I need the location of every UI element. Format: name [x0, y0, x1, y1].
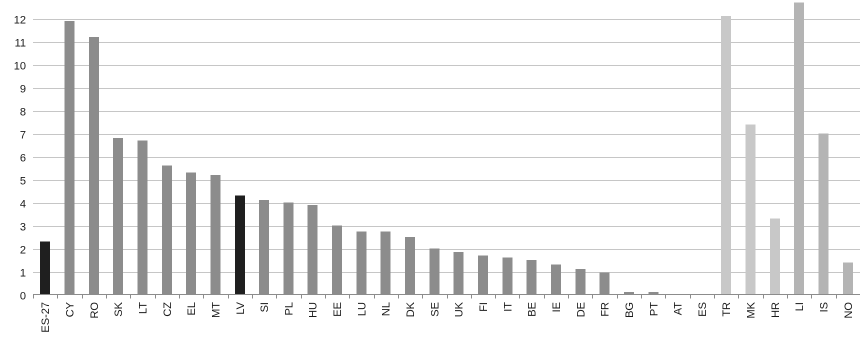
x-tick-label: RO [89, 302, 101, 319]
x-tick-label: SE [429, 302, 441, 317]
y-tick-label: 2 [20, 245, 26, 257]
x-tick-label: TR [721, 302, 733, 317]
x-tick-label: ES-27 [40, 302, 52, 333]
x-tick-label: NO [843, 302, 855, 319]
x-tick-label: AT [673, 302, 685, 316]
x-tick-label: NL [381, 302, 393, 316]
bar-lt [137, 140, 148, 295]
bar-dk [405, 237, 416, 295]
bar-no [842, 262, 853, 295]
bars [40, 2, 853, 295]
bar-tr [721, 16, 732, 295]
bar-lv [234, 195, 245, 295]
bar-el [186, 172, 197, 295]
x-tick-label: LV [235, 301, 247, 314]
y-tick-label: 6 [20, 153, 26, 165]
y-tick-label: 7 [20, 130, 26, 142]
y-tick-label: 12 [14, 15, 26, 27]
bar-is [818, 133, 829, 295]
bar-ro [88, 36, 99, 295]
bar-fr [599, 272, 610, 295]
x-tick-label: SK [113, 301, 125, 316]
y-tick-label: 4 [20, 199, 26, 211]
bar-hu [307, 204, 318, 295]
y-tick-label: 11 [15, 38, 26, 50]
x-tick-label: IS [819, 302, 831, 312]
x-tick-label: LI [794, 302, 806, 311]
x-tick-label: FI [478, 302, 490, 312]
x-tick-label: BE [527, 302, 539, 317]
x-tick-label: IT [502, 302, 514, 312]
x-tick-label: CY [64, 301, 76, 317]
bar-es-27 [40, 241, 51, 295]
x-tick-label: DE [575, 302, 587, 317]
x-tick-label: UK [454, 301, 466, 317]
x-tick-label: LT [137, 302, 149, 314]
x-tick-label: EE [332, 302, 344, 317]
x-tick-label: IE [551, 302, 563, 312]
bar-ie [550, 264, 561, 295]
bar-sk [113, 138, 124, 295]
bar-cz [161, 165, 172, 295]
x-axis-tick-labels: ES-27 CY RO SK LT CZ EL MT LV SI PL HU EE LU NL DK SE UK F… [33, 294, 855, 333]
bar-pl [283, 202, 294, 295]
x-tick-label: FR [600, 302, 612, 317]
x-tick-label: CZ [162, 302, 174, 317]
bar-lu [356, 231, 367, 295]
bar-de [575, 269, 586, 295]
bar-bg [623, 292, 634, 295]
bar-mk [745, 124, 756, 295]
x-tick-label: MT [210, 302, 222, 318]
y-tick-label: 9 [20, 84, 26, 96]
bar-li [794, 2, 805, 295]
x-tick-label: LU [356, 302, 368, 316]
bar-be [526, 260, 537, 295]
x-tick-label: BG [624, 302, 636, 318]
bar-fi [477, 255, 488, 295]
bar-cy [64, 20, 75, 295]
bar-ee [332, 225, 343, 295]
bar-pt [648, 292, 659, 295]
y-tick-label: 3 [20, 222, 26, 234]
y-tick-label: 10 [14, 61, 26, 73]
bar-se [429, 248, 440, 295]
bar-hr [769, 218, 780, 295]
bar-uk [453, 251, 464, 295]
y-tick-label: 1 [20, 268, 26, 280]
x-tick-label: PT [648, 302, 660, 316]
x-tick-label: HR [770, 302, 782, 318]
y-tick-label: 8 [20, 107, 26, 119]
gridlines [33, 19, 860, 273]
bar-it [502, 257, 513, 295]
bar-mt [210, 174, 221, 295]
x-tick-label: HU [308, 302, 320, 318]
x-tick-label: MK [746, 301, 758, 318]
y-tick-label: 0 [20, 291, 26, 303]
x-tick-label: EL [186, 302, 198, 315]
y-tick-label: 5 [20, 176, 26, 188]
bar-nl [380, 231, 391, 295]
x-tick-label: SI [259, 302, 271, 312]
x-tick-label: DK [405, 301, 417, 317]
bar-si [259, 200, 270, 295]
x-tick-label: PL [283, 302, 295, 315]
x-tick-label: ES [697, 302, 709, 317]
